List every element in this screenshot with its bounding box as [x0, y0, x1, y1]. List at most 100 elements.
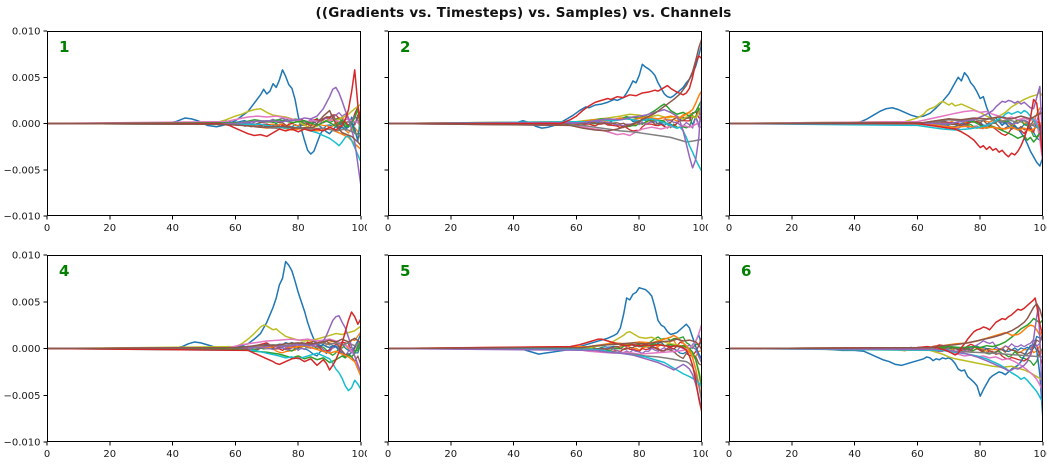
figure-title: ((Gradients vs. Timesteps) vs. Samples) …: [315, 5, 732, 21]
gradient-trace: [47, 311, 361, 371]
subplot-canvas: 0.010 0.005 0.000 −0.005 −0.010 0 20 40 60 80 100: [3, 251, 367, 461]
gradient-trace: [388, 37, 702, 132]
gradient-trace: [388, 98, 702, 125]
x-tick-label: 0: [385, 223, 391, 234]
x-tick-label: 40: [166, 223, 179, 234]
gradient-trace: [729, 344, 1043, 421]
x-tick-label: 0: [44, 223, 50, 234]
gradient-trace: [388, 347, 702, 411]
x-tick-label: 40: [507, 449, 520, 460]
gradient-trace: [729, 297, 1043, 356]
gradient-trace: [388, 55, 702, 125]
subplot-canvas: 0 20 40 60 80 100: [384, 30, 708, 234]
gradient-trace: [47, 122, 361, 164]
gradient-trace: [388, 322, 702, 355]
x-tick-label: 100: [692, 449, 708, 460]
gradient-trace: [388, 330, 702, 385]
x-tick-label: 20: [444, 223, 457, 234]
x-tick-label: 60: [229, 449, 242, 460]
subplot-canvas: 0 20 40 60 80 100: [725, 30, 1047, 234]
gradient-trace: [47, 324, 361, 350]
subplot-2: 2 0 20 40 60 80 100: [341, 19, 708, 244]
subplot-canvas: 0.010 0.005 0.000 −0.005 −0.010 0 20 40 60 80 100: [3, 27, 367, 235]
panel-label-6: 6: [741, 262, 752, 280]
y-tick-label: −0.010: [3, 438, 40, 449]
x-tick-label: 100: [692, 223, 708, 234]
gradient-trace: [47, 109, 361, 147]
x-tick-label: 60: [570, 449, 583, 460]
x-tick-label: 20: [103, 223, 116, 234]
subplot-6: 6 0 20 40 60 80 100: [682, 243, 1047, 464]
gradient-trace: [729, 317, 1043, 350]
x-tick-label: 60: [570, 223, 583, 234]
gradient-trace: [47, 69, 361, 138]
gradient-trace: [47, 107, 361, 136]
y-tick-label: 0.005: [12, 73, 41, 84]
gradient-trace: [388, 118, 702, 173]
panel-label-5: 5: [400, 262, 411, 280]
gradient-trace: [729, 306, 1043, 413]
subplot-5: 5 0 20 40 60 80 100: [341, 243, 708, 464]
subplot-canvas: 0 20 40 60 80 100: [725, 254, 1047, 460]
axes-box: [729, 255, 1043, 442]
x-tick-label: 20: [785, 223, 798, 234]
gradient-trace: [729, 302, 1043, 350]
gradient-trace: [388, 338, 702, 352]
gradient-trace: [47, 337, 361, 350]
gradient-trace: [47, 347, 361, 392]
axes-box: [388, 31, 702, 216]
y-tick-label: 0.010: [12, 27, 41, 38]
y-tick-label: 0.000: [12, 119, 41, 130]
x-tick-label: 80: [633, 449, 646, 460]
subplot-3: 3 0 20 40 60 80 100: [682, 19, 1047, 244]
x-tick-label: 20: [103, 449, 116, 460]
gradient-trace: [47, 315, 361, 374]
subplot-canvas: 0 20 40 60 80 100: [384, 254, 708, 460]
y-tick-label: −0.005: [3, 391, 40, 402]
x-tick-label: 40: [166, 449, 179, 460]
panel-label-4: 4: [59, 262, 70, 280]
y-tick-label: 0.010: [12, 251, 41, 262]
axes-box: [47, 31, 361, 216]
x-tick-label: 20: [444, 449, 457, 460]
x-tick-label: 0: [726, 449, 732, 460]
gradient-trace: [388, 347, 702, 388]
panel-label-2: 2: [400, 38, 411, 56]
x-tick-label: 60: [911, 449, 924, 460]
x-tick-label: 100: [1033, 223, 1047, 234]
panel-label-1: 1: [59, 38, 70, 56]
x-tick-label: 80: [633, 223, 646, 234]
gradient-trace: [729, 119, 1043, 132]
x-tick-label: 80: [292, 223, 305, 234]
axes-box: [47, 255, 361, 442]
y-tick-label: 0.000: [12, 344, 41, 355]
y-tick-label: −0.010: [3, 212, 40, 223]
gradient-trace: [47, 86, 361, 188]
gradient-trace: [47, 340, 361, 364]
x-tick-label: 40: [848, 223, 861, 234]
axes-box: [388, 255, 702, 442]
gradient-trace: [388, 286, 702, 361]
gradient-trace: [729, 71, 1043, 167]
subplot-4: 4 0.010 0.005 0.000 −0.005 −0.010 0 20 40 60 80 10…: [0, 243, 367, 464]
axes-box: [729, 31, 1043, 216]
x-tick-label: 100: [351, 449, 367, 460]
gradient-trace: [729, 98, 1043, 162]
subplot-1: 1 0.010 0.005 0.000 −0.005 −0.010 0 20 40 60 80 10…: [0, 19, 367, 244]
x-tick-label: 100: [1033, 449, 1047, 460]
gradient-trace: [729, 347, 1043, 382]
x-tick-label: 0: [44, 449, 50, 460]
x-tick-label: 40: [507, 223, 520, 234]
y-tick-label: 0.005: [12, 297, 41, 308]
gradient-trace: [388, 86, 702, 169]
x-tick-label: 80: [292, 449, 305, 460]
x-tick-label: 0: [726, 223, 732, 234]
gradient-trace: [388, 347, 702, 404]
gradient-trace: [47, 69, 361, 155]
y-tick-label: −0.005: [3, 165, 40, 176]
gradient-trace: [388, 89, 702, 125]
x-tick-label: 0: [385, 449, 391, 460]
x-tick-label: 80: [974, 223, 987, 234]
x-tick-label: 100: [351, 223, 367, 234]
